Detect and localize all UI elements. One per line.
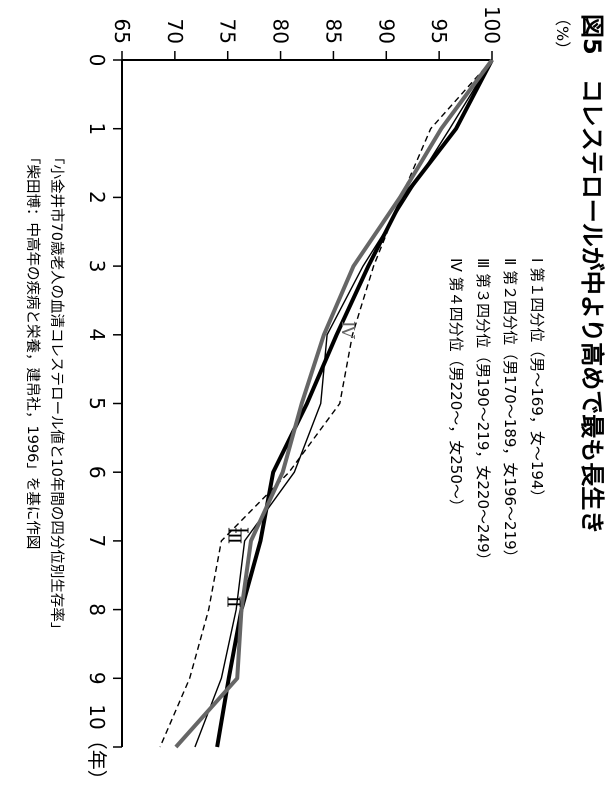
series-line-4 [174,58,494,749]
x-tick-label: 6 [85,466,109,479]
y-axis-unit: （%） [553,10,572,58]
y-tick-label: 95 [427,19,451,44]
x-tick-label: 5 [85,397,109,410]
series-label-2: Ⅱ [222,596,243,608]
y-tick-label: 90 [374,19,398,44]
series-labels: Ⅰ Ⅱ Ⅲ Ⅳ [222,321,357,608]
y-tick-label: 75 [216,19,240,44]
series-line-1 [159,59,493,748]
source-line-2: 「柴田博：中高年の疾病と栄養，建帛社，1996」を基に作図 [24,150,40,550]
y-tick-label: 65 [110,19,134,44]
x-tick-label: 1 [85,122,109,135]
legend-item-4: Ⅳ 第４四分位（男220〜，女250〜） [447,258,465,514]
chart-title: 図5 コレステロールが中より高めで最も長生き [578,14,606,535]
y-tick-label: 80 [269,19,293,44]
axes: 65 70 75 80 85 90 95 100 0 1 2 3 4 5 6 7 8 9 10（年） [85,6,504,790]
legend: Ⅰ 第１四分位（男〜169，女〜194） Ⅱ 第２四分位（男170〜189，女1… [442,258,550,568]
x-tick-label: 0 [85,54,109,67]
legend-item-2: Ⅱ 第２四分位（男170〜189，女196〜219） [501,258,519,565]
source-note: 「小金井市70歳老人の血清コレステロール値と10年間の四分位別生存率」 「柴田博… [20,150,68,636]
series-lines [159,58,494,749]
y-tick-label: 100 [480,6,504,44]
x-tick-label: 2 [85,191,109,204]
x-tick-label: 10（年） [85,704,109,789]
x-tick-label: 4 [85,328,109,341]
y-tick-label: 70 [163,19,187,44]
source-line-1: 「小金井市70歳老人の血清コレステロール値と10年間の四分位別生存率」 [48,150,64,637]
x-tick-label: 9 [85,672,109,685]
x-tick-label: 3 [85,260,109,273]
x-tick-label: 8 [85,603,109,616]
series-label-4: Ⅳ [337,321,358,340]
x-tick-label: 7 [85,535,109,548]
legend-item-1: Ⅰ 第１四分位（男〜169，女〜194） [528,258,546,505]
y-tick-label: 85 [321,19,345,44]
legend-item-3: Ⅲ 第３四分位（男190〜219，女220〜249） [474,258,492,568]
series-line-3 [194,59,493,748]
series-label-3: Ⅲ [224,527,245,544]
series-label-1: Ⅰ [230,527,251,534]
